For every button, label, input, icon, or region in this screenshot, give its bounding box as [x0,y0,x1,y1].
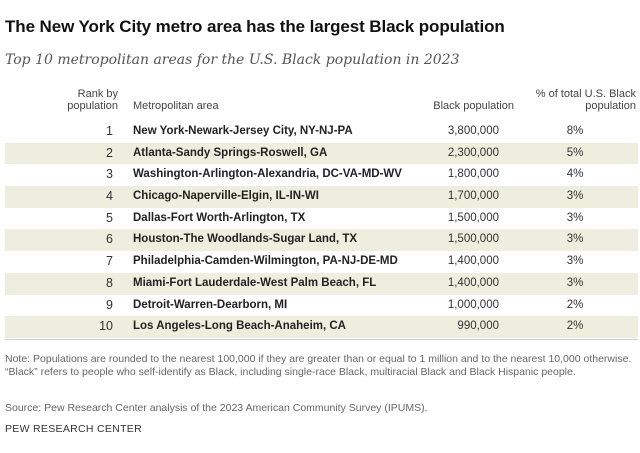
percent-cell: 3% [566,255,584,268]
metro-cell: Miami-Fort Lauderdale-West Palm Beach, F… [133,276,377,289]
metro-cell: Dallas-Fort Worth-Arlington, TX [133,211,306,224]
org-credit: PEW RESEARCH CENTER [5,423,142,435]
table-row: 6 Houston-The Woodlands-Sugar Land, TX 1,5… [5,229,638,252]
table-row: 1 New York-Newark-Jersey City, NY-NJ-PA 3,… [5,121,638,143]
percent-cell: 4% [566,168,584,181]
rank-cell: 8 [106,275,113,290]
rank-cell: 9 [106,297,113,312]
table-row: 2 Atlanta-Sandy Springs-Roswell, GA 2,300,… [5,142,638,165]
metro-cell: Los Angeles-Long Beach-Anaheim, CA [133,320,346,333]
metro-cell: New York-Newark-Jersey City, NY-NJ-PA [133,125,353,137]
metro-cell: Houston-The Woodlands-Sugar Land, TX [133,233,358,246]
header-rank: Rank by population [67,88,118,112]
population-cell: 1,800,000 [447,168,499,181]
rank-cell: 7 [106,254,113,269]
rank-cell: 6 [106,232,113,247]
population-cell: 2,300,000 [447,146,499,159]
population-cell: 1,400,000 [447,276,499,289]
header-population: Black population [433,100,514,112]
table-row: 7 Philadelphia-Camden-Wilmington, PA-NJ-D… [5,251,638,273]
note-text: Note: Populations are rounded to the nea… [5,353,632,378]
percent-cell: 2% [566,298,584,311]
population-cell: 3,800,000 [447,125,499,137]
population-cell: 1,400,000 [447,255,499,268]
divider [5,339,638,340]
table-row: 3 Washington-Arlington-Alexandria, DC-VA-… [5,164,638,186]
population-cell: 1,000,000 [447,298,499,311]
metro-cell: Washington-Arlington-Alexandria, DC-VA-M… [133,168,402,181]
population-cell: 1,500,000 [447,211,499,224]
data-table: 1 New York-Newark-Jersey City, NY-NJ-PA 3,… [5,121,638,338]
population-cell: 1,700,000 [447,190,499,203]
table-row: 5 Dallas-Fort Worth-Arlington, TX 1,500,00… [5,208,638,230]
percent-cell: 8% [566,125,584,137]
table-row: 9 Detroit-Warren-Dearborn, MI 1,000,000 2% [5,295,638,317]
table-row: 10 Los Angeles-Long Beach-Anaheim, CA 990,… [5,316,638,338]
percent-cell: 3% [566,276,584,289]
chart-subtitle: Top 10 metropolitan areas for the U.S. B… [5,52,460,68]
rank-cell: 4 [106,189,113,204]
population-cell: 990,000 [457,320,499,333]
rank-cell: 3 [106,167,113,182]
table-row: 4 Chicago-Naperville-Elgin, IL-IN-WI 1,700… [5,186,638,208]
source-text: Source: Pew Research Center analysis of … [5,402,428,414]
metro-cell: Chicago-Naperville-Elgin, IL-IN-WI [133,190,319,203]
percent-cell: 2% [566,320,584,333]
rank-cell: 1 [106,124,113,138]
rank-cell: 2 [106,145,113,160]
header-percent: % of total U.S. Black population [535,88,636,112]
metro-cell: Philadelphia-Camden-Wilmington, PA-NJ-DE… [133,255,398,268]
percent-cell: 3% [566,211,584,224]
chart-title: The New York City metro area has the lar… [5,17,505,36]
percent-cell: 3% [566,233,584,246]
rank-cell: 10 [99,319,113,334]
percent-cell: 5% [566,146,584,159]
table-row: 8 Miami-Fort Lauderdale-West Palm Beach, … [5,272,638,295]
metro-cell: Atlanta-Sandy Springs-Roswell, GA [133,146,328,159]
header-metro: Metropolitan area [133,100,219,112]
rank-cell: 5 [106,210,113,225]
population-cell: 1,500,000 [447,233,499,246]
percent-cell: 3% [566,190,584,203]
metro-cell: Detroit-Warren-Dearborn, MI [133,298,288,311]
